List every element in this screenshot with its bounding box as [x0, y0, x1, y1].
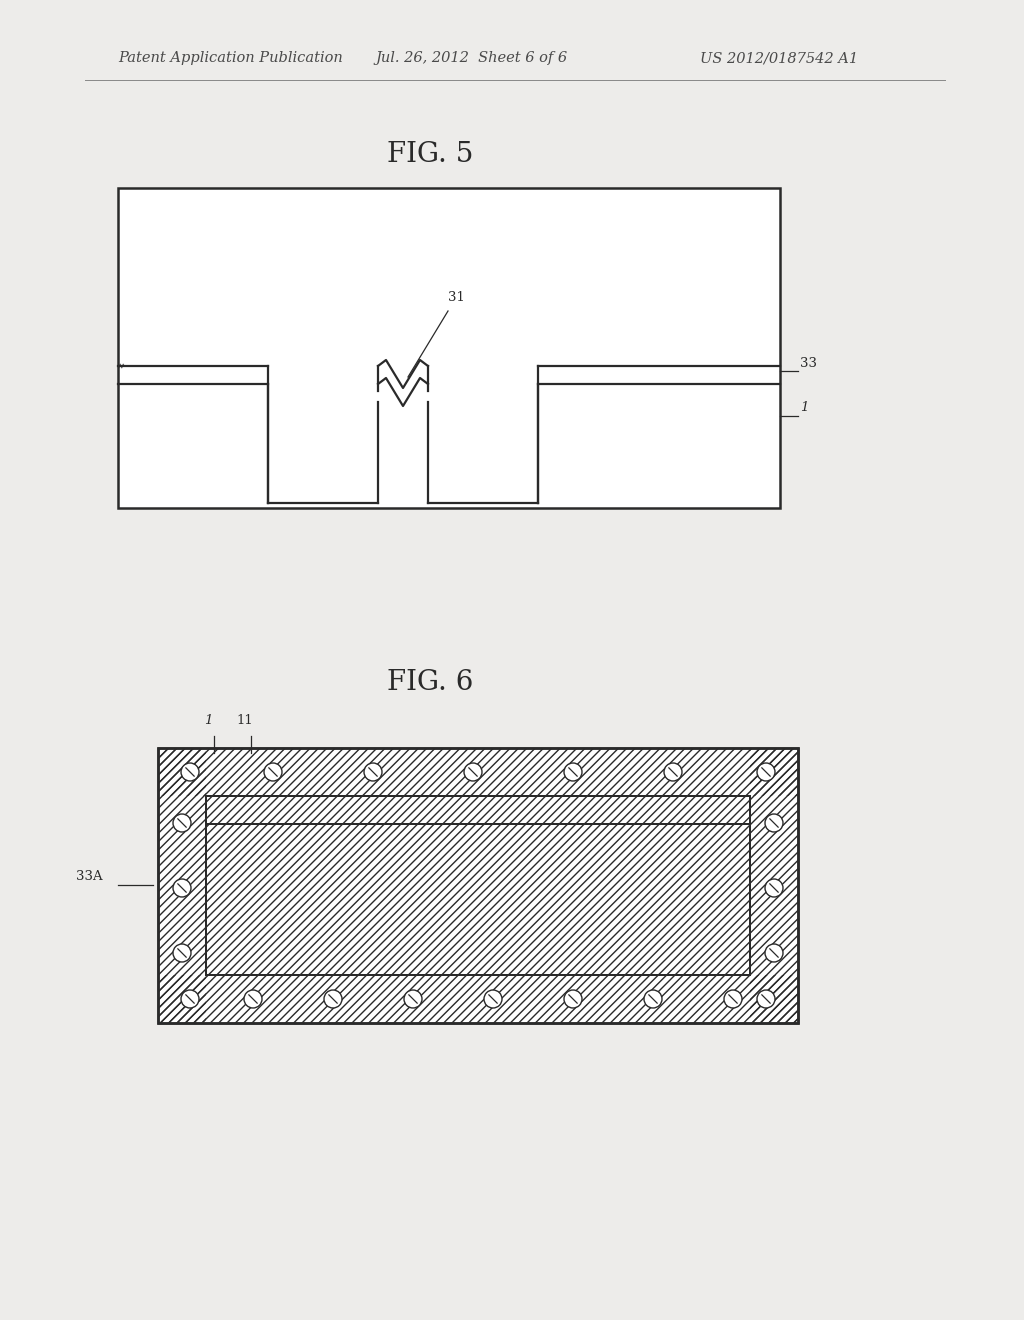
Text: Patent Application Publication: Patent Application Publication	[118, 51, 343, 65]
Circle shape	[765, 944, 783, 962]
Circle shape	[181, 763, 199, 781]
Text: 1: 1	[800, 401, 808, 414]
Circle shape	[644, 990, 662, 1008]
Circle shape	[484, 990, 502, 1008]
Text: 11: 11	[237, 714, 253, 727]
Bar	[158, 748, 206, 1023]
Text: 31: 31	[449, 290, 465, 304]
Circle shape	[173, 814, 191, 832]
Circle shape	[324, 990, 342, 1008]
Text: 33: 33	[800, 356, 817, 370]
Circle shape	[757, 763, 775, 781]
Text: FIG. 5: FIG. 5	[387, 141, 473, 168]
Circle shape	[464, 763, 482, 781]
Circle shape	[757, 990, 775, 1008]
Bar	[206, 796, 750, 975]
Circle shape	[264, 763, 282, 781]
Bar	[158, 748, 798, 796]
Bar	[118, 187, 780, 508]
Bar	[750, 748, 798, 1023]
Bar	[206, 796, 750, 824]
Text: 33A: 33A	[76, 870, 102, 883]
Bar	[158, 748, 798, 1023]
Text: FIG. 6: FIG. 6	[387, 669, 473, 696]
Circle shape	[173, 879, 191, 898]
Circle shape	[173, 944, 191, 962]
Circle shape	[404, 990, 422, 1008]
Bar	[158, 975, 798, 1023]
Bar	[158, 748, 798, 1023]
Circle shape	[724, 990, 742, 1008]
Circle shape	[181, 990, 199, 1008]
Bar	[206, 796, 750, 975]
Circle shape	[244, 990, 262, 1008]
Circle shape	[765, 879, 783, 898]
Circle shape	[564, 763, 582, 781]
Circle shape	[664, 763, 682, 781]
Text: US 2012/0187542 A1: US 2012/0187542 A1	[700, 51, 858, 65]
Circle shape	[364, 763, 382, 781]
Text: Jul. 26, 2012  Sheet 6 of 6: Jul. 26, 2012 Sheet 6 of 6	[375, 51, 567, 65]
Circle shape	[765, 814, 783, 832]
Text: 1: 1	[204, 714, 212, 727]
Circle shape	[564, 990, 582, 1008]
